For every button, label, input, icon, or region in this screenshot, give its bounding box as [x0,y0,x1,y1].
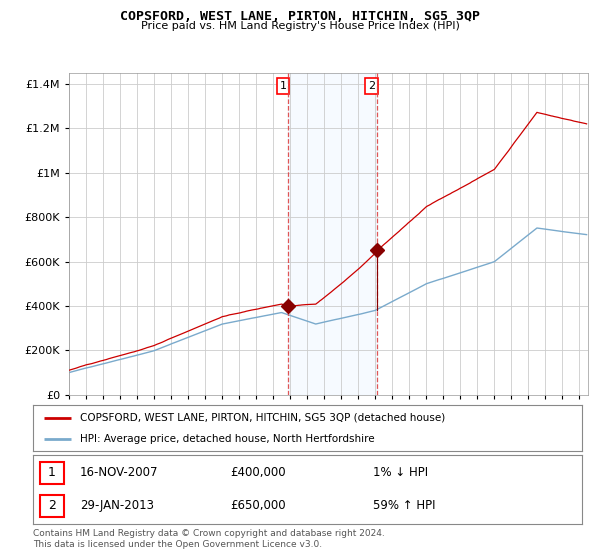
Text: £400,000: £400,000 [230,466,286,479]
Text: COPSFORD, WEST LANE, PIRTON, HITCHIN, SG5 3QP (detached house): COPSFORD, WEST LANE, PIRTON, HITCHIN, SG… [80,413,445,423]
Text: £650,000: £650,000 [230,499,286,512]
Text: 1: 1 [280,81,287,91]
FancyBboxPatch shape [40,495,64,517]
Text: Contains HM Land Registry data © Crown copyright and database right 2024.
This d: Contains HM Land Registry data © Crown c… [33,529,385,549]
Text: 2: 2 [368,81,375,91]
Text: 2: 2 [48,499,56,512]
Text: 1: 1 [48,466,56,479]
Text: 1% ↓ HPI: 1% ↓ HPI [373,466,428,479]
Bar [288,73,377,395]
Text: 29-JAN-2013: 29-JAN-2013 [80,499,154,512]
Text: 16-NOV-2007: 16-NOV-2007 [80,466,158,479]
Text: COPSFORD, WEST LANE, PIRTON, HITCHIN, SG5 3QP: COPSFORD, WEST LANE, PIRTON, HITCHIN, SG… [120,10,480,23]
Text: 59% ↑ HPI: 59% ↑ HPI [373,499,436,512]
FancyBboxPatch shape [40,462,64,484]
Text: Price paid vs. HM Land Registry's House Price Index (HPI): Price paid vs. HM Land Registry's House … [140,21,460,31]
Text: HPI: Average price, detached house, North Hertfordshire: HPI: Average price, detached house, Nort… [80,435,374,444]
